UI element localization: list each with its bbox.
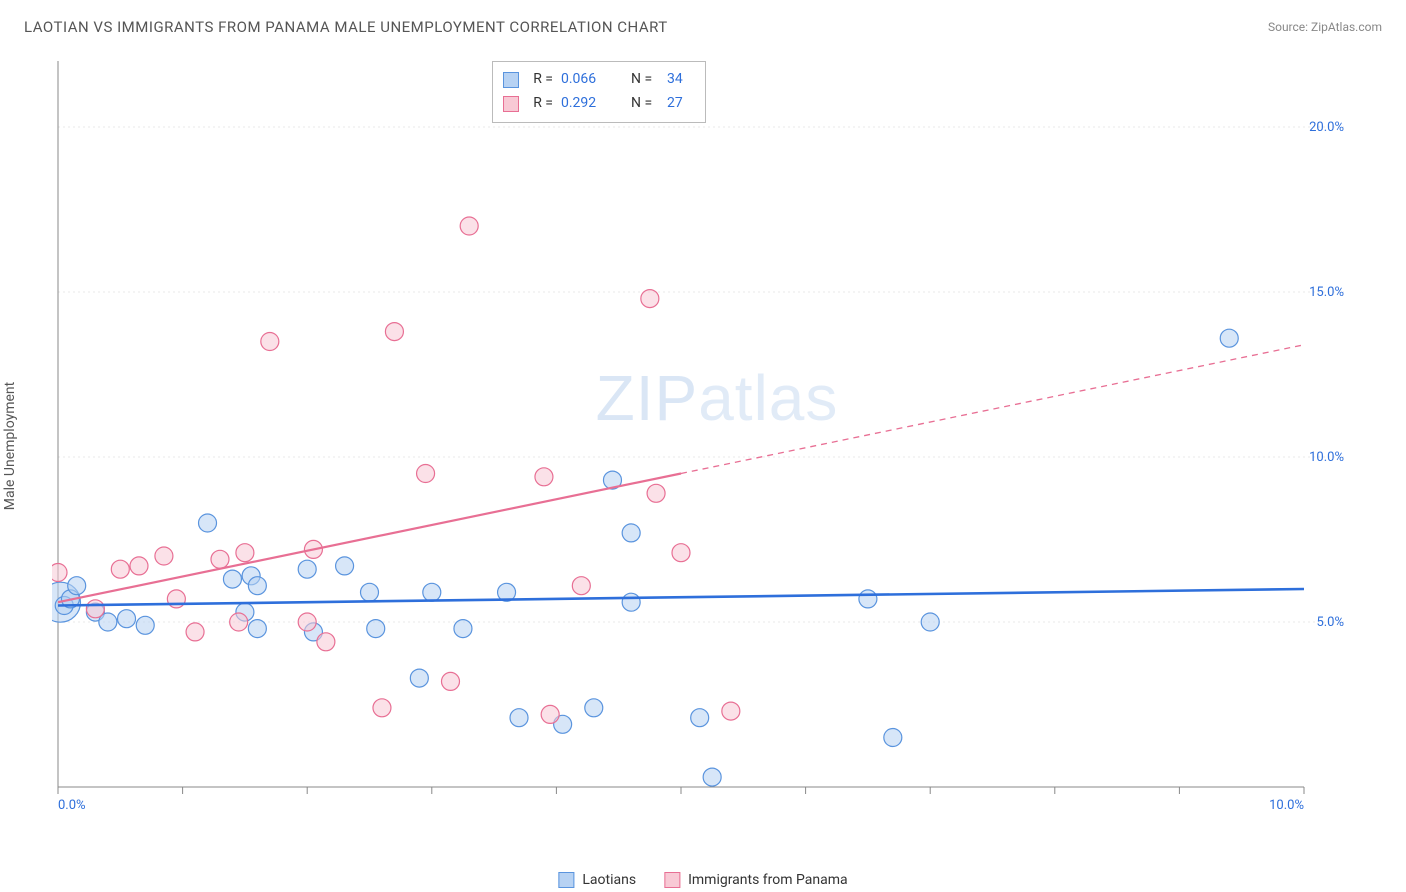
svg-text:5.0%: 5.0%: [1316, 615, 1344, 630]
chart-area: 5.0%10.0%15.0%20.0%0.0%10.0% ZIPatlas R …: [52, 55, 1382, 835]
svg-text:20.0%: 20.0%: [1309, 120, 1344, 135]
scatter-plot: 5.0% 10.0% 15.0% 20.0% 0.0% 10.0%: [52, 55, 1382, 835]
series-swatch: [558, 872, 574, 888]
source-label: Source: ZipAtlas.com: [1268, 20, 1382, 34]
chart-title: LAOTIAN VS IMMIGRANTS FROM PANAMA MALE U…: [24, 18, 668, 36]
legend-item: Immigrants from Panama: [664, 872, 848, 888]
correlation-row: R =0.292N =27: [503, 92, 691, 116]
svg-text:15.0%: 15.0%: [1309, 285, 1344, 300]
svg-text:10.0%: 10.0%: [1309, 450, 1344, 465]
correlation-row: R =0.066N =34: [503, 68, 691, 92]
y-axis-label: Male Unemployment: [2, 382, 18, 510]
correlation-legend-box: R =0.066N =34R =0.292N =27: [492, 61, 706, 123]
legend-label: Immigrants from Panama: [688, 872, 848, 888]
svg-text:0.0%: 0.0%: [58, 798, 86, 813]
series-swatch: [503, 72, 519, 88]
series-legend: Laotians Immigrants from Panama: [558, 872, 847, 888]
legend-item: Laotians: [558, 872, 636, 888]
svg-text:10.0%: 10.0%: [1269, 798, 1304, 813]
legend-label: Laotians: [582, 872, 636, 888]
series-swatch: [664, 872, 680, 888]
series-swatch: [503, 96, 519, 112]
